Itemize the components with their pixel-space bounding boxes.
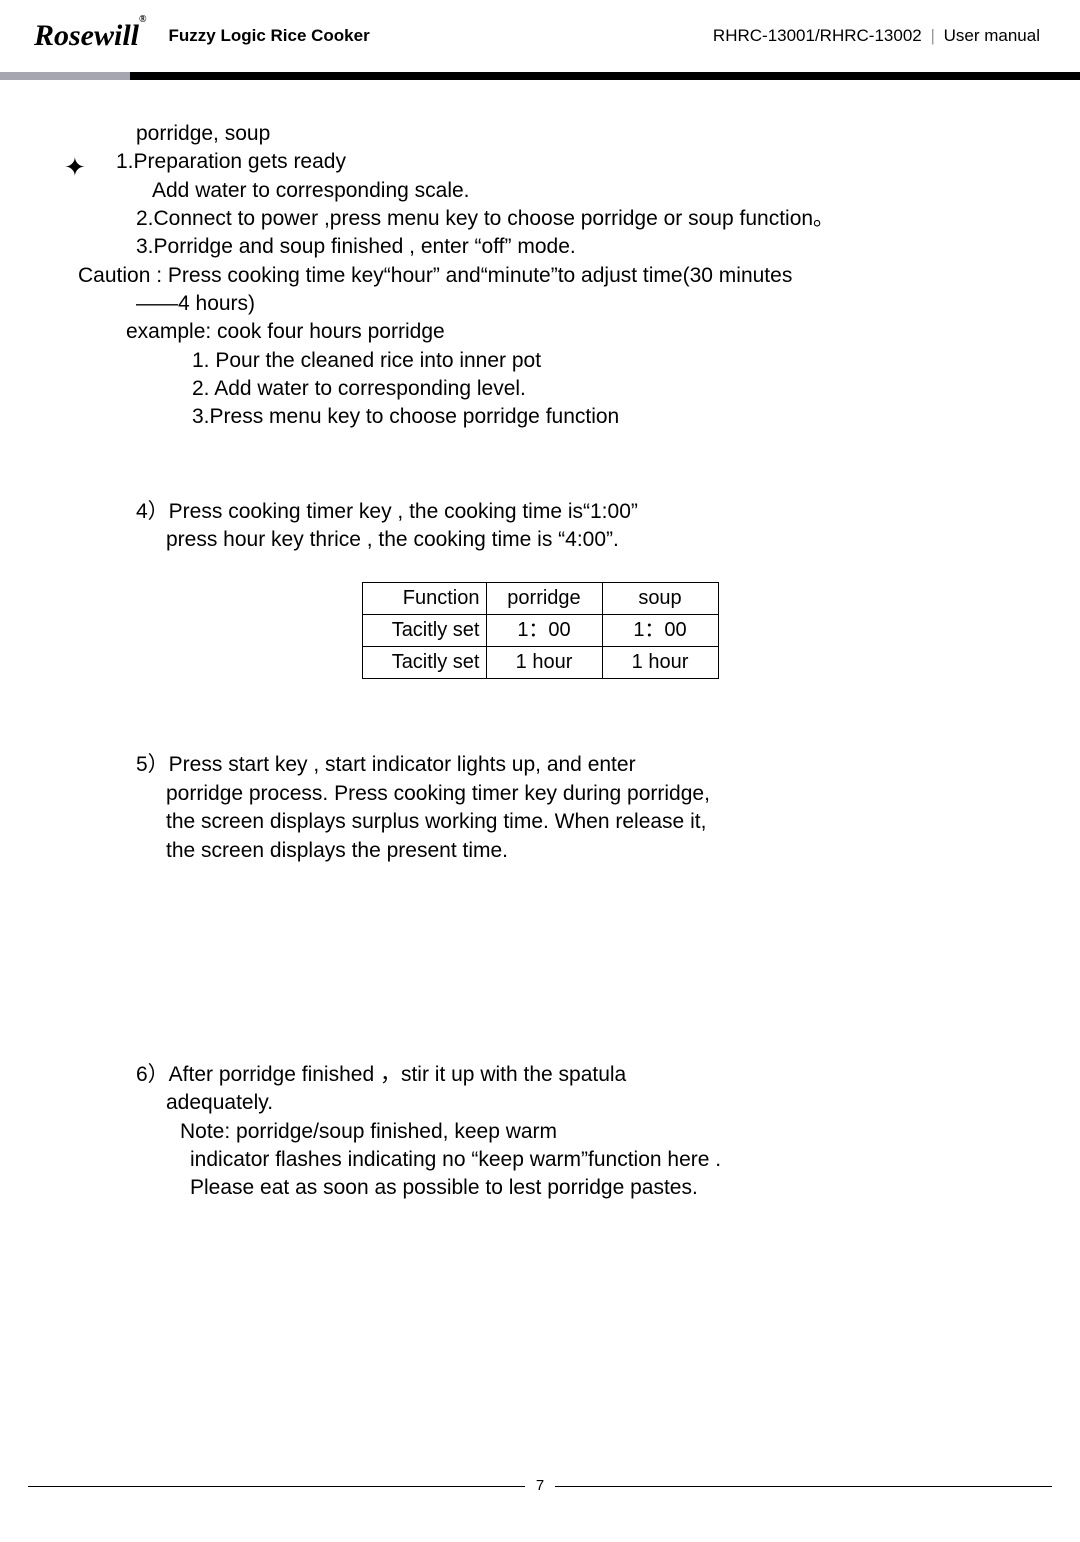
doc-type: User manual [944, 26, 1040, 45]
footer-line-right [555, 1486, 1052, 1487]
note-line-2: indicator flashes indicating no “keep wa… [78, 1146, 1002, 1174]
step-4-line-2: press hour key thrice , the cooking time… [78, 526, 1002, 554]
note-line-1: Note: porridge/soup finished, keep warm [78, 1118, 1002, 1146]
table-row: Tacitly set 1 hour 1 hour [362, 647, 718, 679]
example-step-2: 2. Add water to corresponding level. [78, 375, 1002, 403]
table-row: Function porridge soup [362, 583, 718, 615]
section-heading: porridge, soup [78, 120, 1002, 148]
example-heading: example: cook four hours porridge [78, 318, 1002, 346]
header-underline-black [130, 72, 1080, 80]
table-cell: 1：00 [602, 615, 718, 647]
step-2: 2.Connect to power ,press menu key to ch… [78, 205, 1002, 233]
brand-logo: Rosewill® [34, 19, 147, 53]
star-icon: ✦ [64, 150, 86, 185]
table-cell: Tacitly set [362, 615, 486, 647]
table-cell: 1 hour [486, 647, 602, 679]
example-step-3: 3.Press menu key to choose porridge func… [78, 403, 1002, 431]
caution-line-1: Caution : Press cooking time key“hour” a… [78, 262, 1002, 290]
step-6-line-1: 6）After porridge finished ，stir it up wi… [78, 1061, 1002, 1089]
separator: | [926, 26, 938, 46]
product-title: Fuzzy Logic Rice Cooker [169, 26, 370, 46]
caution-line-2: ——4 hours) [78, 290, 1002, 318]
model-number: RHRC-13001/RHRC-13002 [713, 26, 922, 45]
header-right: RHRC-13001/RHRC-13002 | User manual [713, 26, 1040, 46]
settings-table-wrap: Function porridge soup Tacitly set 1：00 … [78, 582, 1002, 679]
example-step-1: 1. Pour the cleaned rice into inner pot [78, 347, 1002, 375]
step-1: 1.Preparation gets ready [78, 148, 1002, 176]
step-5-line-1: 5）Press start key , start indicator ligh… [78, 751, 1002, 779]
step-1-sub: Add water to corresponding scale. [78, 177, 1002, 205]
logo-text: Rosewill [34, 19, 139, 52]
step-5-line-4: the screen displays the present time. [78, 837, 1002, 865]
page-content: porridge, soup ✦ 1.Preparation gets read… [0, 72, 1080, 1203]
table-row: Tacitly set 1：00 1：00 [362, 615, 718, 647]
settings-table: Function porridge soup Tacitly set 1：00 … [362, 582, 719, 679]
page-number: 7 [536, 1477, 544, 1494]
table-header: soup [602, 583, 718, 615]
table-header: porridge [486, 583, 602, 615]
table-cell: Tacitly set [362, 647, 486, 679]
header-underline-grey [0, 72, 130, 80]
step-6-line-2: adequately. [78, 1089, 1002, 1117]
step-5-line-3: the screen displays surplus working time… [78, 808, 1002, 836]
page-footer: 7 [0, 1477, 1080, 1494]
logo-registered: ® [139, 14, 146, 25]
step-3: 3.Porridge and soup finished , enter “of… [78, 233, 1002, 261]
table-cell: 1：00 [486, 615, 602, 647]
footer-line-left [28, 1486, 525, 1487]
step-5-line-2: porridge process. Press cooking timer ke… [78, 780, 1002, 808]
table-cell: 1 hour [602, 647, 718, 679]
table-header: Function [362, 583, 486, 615]
step-4-line-1: 4）Press cooking timer key , the cooking … [78, 498, 1002, 526]
note-line-3: Please eat as soon as possible to lest p… [78, 1174, 1002, 1202]
page-header: Rosewill® Fuzzy Logic Rice Cooker RHRC-1… [0, 0, 1080, 72]
